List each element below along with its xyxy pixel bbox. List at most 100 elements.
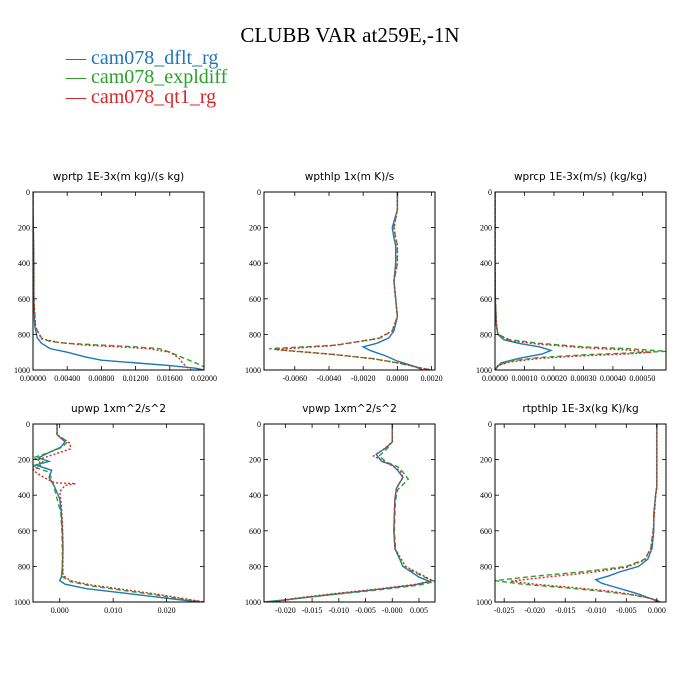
x-tick-label: -0.0020 bbox=[351, 374, 376, 383]
x-tick-label: 0.00010 bbox=[511, 374, 537, 383]
x-tick-label: -0.020 bbox=[275, 606, 296, 615]
series-line-3 bbox=[495, 192, 652, 370]
y-tick-label: 200 bbox=[249, 456, 261, 465]
y-tick-label: 0 bbox=[488, 420, 492, 429]
figure-title: CLUBB VAR at259E,-1N bbox=[240, 23, 459, 47]
x-tick-label: -0.010 bbox=[585, 606, 606, 615]
series-line-1 bbox=[361, 192, 424, 370]
y-tick-label: 800 bbox=[18, 330, 30, 339]
series-line-3 bbox=[33, 424, 204, 602]
x-tick-label: -0.020 bbox=[524, 606, 545, 615]
x-tick-label: 0.0020 bbox=[421, 374, 443, 383]
x-tick-label: 0.00020 bbox=[541, 374, 567, 383]
series-line-3 bbox=[274, 424, 435, 602]
x-tick-label: 0.00000 bbox=[20, 374, 46, 383]
series-line-3 bbox=[510, 424, 661, 602]
y-tick-label: 600 bbox=[480, 527, 492, 536]
x-tick-label: -0.000 bbox=[382, 606, 403, 615]
legend-marker-expldiff: — bbox=[65, 66, 87, 88]
panel-title: wprcp 1E-3x(m/s) (kg/kg) bbox=[514, 171, 647, 183]
y-tick-label: 1000 bbox=[14, 366, 30, 375]
panel-title: wprtp 1E-3x(m kg)/(s kg) bbox=[53, 171, 184, 183]
plot-frame bbox=[494, 423, 667, 603]
series-group bbox=[495, 424, 661, 602]
x-tick-label: 0.00050 bbox=[629, 374, 655, 383]
x-tick-label: -0.0060 bbox=[282, 374, 307, 383]
y-tick-label: 0 bbox=[257, 420, 261, 429]
x-tick-label: 0.00040 bbox=[600, 374, 626, 383]
y-tick-label: 800 bbox=[249, 330, 261, 339]
x-tick-label: 0.01200 bbox=[123, 374, 149, 383]
y-tick-label: 1000 bbox=[245, 366, 261, 375]
panel-3: wprcp 1E-3x(m/s) (kg/kg) 0 200 400 600 800 100… bbox=[476, 171, 667, 383]
series-line-1 bbox=[33, 192, 204, 370]
series-line-1 bbox=[594, 424, 661, 602]
panel-2: wpthlp 1x(m K)/s 0 200 400 600 800 1000 -0.0060… bbox=[245, 171, 443, 383]
x-tick-label: 0.00030 bbox=[570, 374, 596, 383]
panel-title: vpwp 1xm^2/s^2 bbox=[302, 403, 397, 415]
series-line-2 bbox=[495, 192, 666, 370]
legend-item-dflt: — cam078_dflt_rg bbox=[65, 47, 218, 69]
legend-label-expldiff: cam078_expldiff bbox=[91, 66, 228, 88]
plot-frame bbox=[494, 191, 667, 371]
plot-frame bbox=[263, 191, 436, 371]
legend-label-dflt: cam078_dflt_rg bbox=[91, 47, 218, 69]
x-tick-label: -0.015 bbox=[302, 606, 323, 615]
x-tick-label: 0.010 bbox=[104, 606, 122, 615]
y-tick-label: 800 bbox=[480, 562, 492, 571]
series-group bbox=[33, 424, 204, 602]
series-group bbox=[495, 192, 666, 370]
x-tick-label: 0.00800 bbox=[88, 374, 114, 383]
series-group bbox=[269, 192, 432, 370]
x-tick-label: -0.0040 bbox=[317, 374, 342, 383]
y-tick-label: 400 bbox=[480, 491, 492, 500]
x-tick-label: 0.00000 bbox=[482, 374, 508, 383]
y-tick-label: 600 bbox=[480, 295, 492, 304]
y-tick-label: 400 bbox=[480, 259, 492, 268]
y-tick-label: 400 bbox=[18, 259, 30, 268]
y-tick-label: 400 bbox=[18, 491, 30, 500]
series-group bbox=[33, 192, 204, 370]
y-tick-label: 1000 bbox=[476, 366, 492, 375]
legend-label-qt1: cam078_qt1_rg bbox=[91, 86, 216, 108]
x-tick-label: 0.00400 bbox=[54, 374, 80, 383]
panel-4: upwp 1xm^2/s^2 0 200 400 600 800 1000 0.000 0.01… bbox=[14, 403, 205, 615]
legend: — cam078_dflt_rg — cam078_expldiff — cam… bbox=[65, 47, 228, 108]
y-tick-label: 0 bbox=[488, 188, 492, 197]
y-tick-label: 1000 bbox=[245, 598, 261, 607]
y-tick-label: 0 bbox=[26, 420, 30, 429]
series-line-2 bbox=[269, 424, 435, 602]
y-tick-label: 200 bbox=[18, 456, 30, 465]
y-tick-label: 800 bbox=[480, 330, 492, 339]
x-tick-label: 0.000 bbox=[648, 606, 666, 615]
y-tick-label: 1000 bbox=[476, 598, 492, 607]
x-tick-label: -0.015 bbox=[555, 606, 576, 615]
x-tick-label: -0.025 bbox=[494, 606, 515, 615]
y-tick-label: 200 bbox=[480, 224, 492, 233]
legend-item-expldiff: — cam078_expldiff bbox=[65, 66, 228, 88]
y-tick-label: 1000 bbox=[14, 598, 30, 607]
y-tick-label: 800 bbox=[249, 562, 261, 571]
panel-6: rtpthlp 1E-3x(kg K)/kg02004006008001000-… bbox=[476, 403, 667, 615]
y-tick-label: 600 bbox=[249, 295, 261, 304]
panel-title: upwp 1xm^2/s^2 bbox=[71, 403, 166, 415]
panel-1: wprtp 1E-3x(m kg)/(s kg) 0 200 400 600 800 100… bbox=[14, 171, 217, 383]
y-tick-label: 600 bbox=[18, 527, 30, 536]
x-tick-label: -0.005 bbox=[616, 606, 637, 615]
series-line-2 bbox=[495, 424, 661, 602]
series-group bbox=[264, 424, 435, 602]
y-tick-label: 800 bbox=[18, 562, 30, 571]
legend-item-qt1: — cam078_qt1_rg bbox=[65, 86, 216, 108]
x-tick-label: -0.005 bbox=[355, 606, 376, 615]
plot-frame bbox=[32, 191, 205, 371]
panel-title: rtpthlp 1E-3x(kg K)/kg bbox=[522, 403, 638, 415]
y-tick-label: 600 bbox=[249, 527, 261, 536]
panels-container: wprtp 1E-3x(m kg)/(s kg) 0 200 400 600 800 100… bbox=[14, 171, 667, 615]
series-line-1 bbox=[264, 424, 432, 602]
legend-marker-dflt: — bbox=[65, 47, 87, 69]
x-tick-label: 0.020 bbox=[158, 606, 176, 615]
y-tick-label: 200 bbox=[249, 224, 261, 233]
x-tick-label: 0.02000 bbox=[191, 374, 217, 383]
series-line-3 bbox=[274, 192, 432, 370]
